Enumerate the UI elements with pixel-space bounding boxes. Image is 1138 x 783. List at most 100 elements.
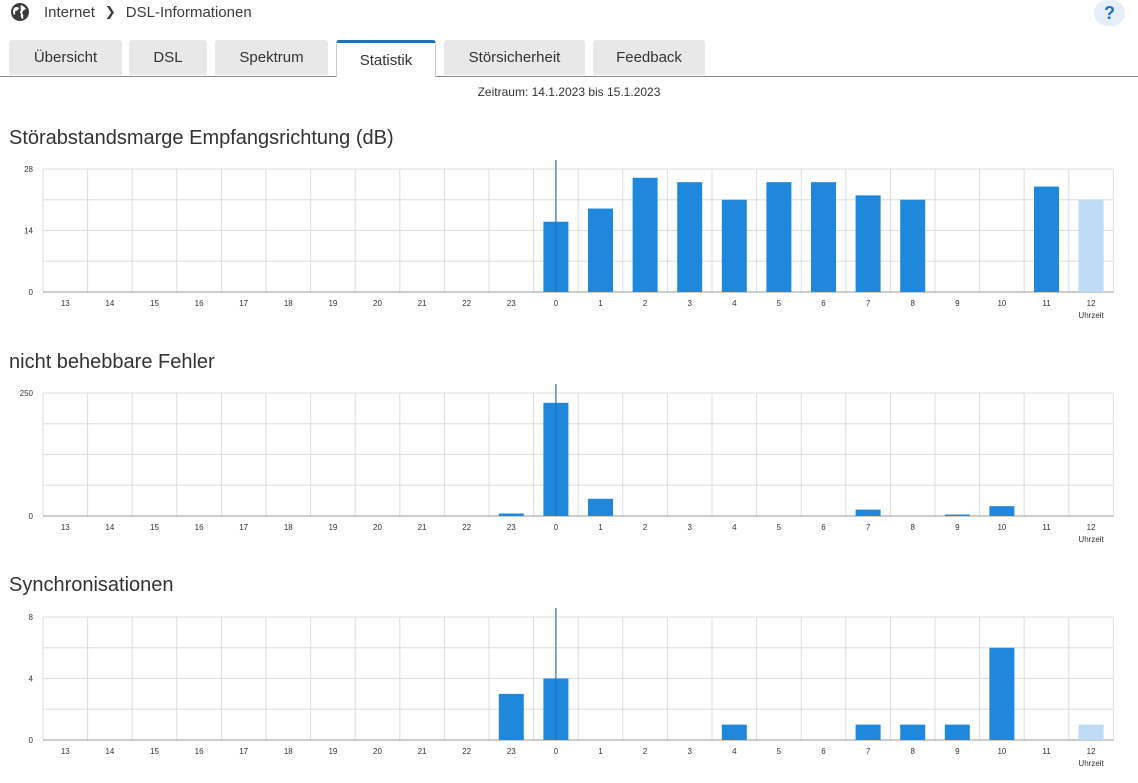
- x-tick-label: 23: [507, 523, 516, 532]
- bar: [721, 724, 747, 740]
- x-tick-label: 20: [373, 299, 382, 308]
- x-tick-label: 4: [732, 747, 737, 756]
- x-tick-label: 23: [507, 747, 516, 756]
- breadcrumb: Internet ❯ DSL-Informationen: [10, 0, 252, 24]
- x-tick-label: 15: [150, 747, 159, 756]
- bar: [989, 506, 1015, 516]
- chevron-right-icon: ❯: [104, 4, 116, 19]
- tab-spektrum[interactable]: Spektrum: [215, 40, 328, 75]
- x-axis-label: Uhrzeit: [1078, 311, 1104, 320]
- x-tick-label: 15: [150, 523, 159, 532]
- x-tick-label: 16: [195, 747, 204, 756]
- x-tick-label: 19: [328, 523, 337, 532]
- help-button[interactable]: ?: [1094, 0, 1125, 26]
- bar: [766, 182, 792, 292]
- x-tick-label: 6: [821, 747, 826, 756]
- chart-title-syncs: Synchronisationen: [9, 574, 174, 596]
- x-tick-label: 7: [866, 747, 871, 756]
- bar: [855, 724, 881, 740]
- x-tick-label: 8: [910, 747, 915, 756]
- bar: [944, 514, 970, 516]
- x-tick-label: 7: [866, 523, 871, 532]
- x-tick-label: 11: [1042, 299, 1051, 308]
- y-tick-label: 4: [29, 675, 34, 684]
- tab-bar: Übersicht DSL Spektrum Statistik Störsic…: [0, 40, 1138, 77]
- bar: [588, 208, 613, 292]
- x-tick-label: 14: [105, 523, 114, 532]
- x-axis-label: Uhrzeit: [1078, 759, 1104, 768]
- bar: [677, 182, 703, 292]
- x-tick-label: 23: [507, 299, 516, 308]
- bar: [721, 199, 747, 292]
- tab-statistik[interactable]: Statistik: [336, 40, 436, 77]
- x-tick-label: 2: [643, 299, 648, 308]
- x-tick-label: 12: [1087, 523, 1096, 532]
- breadcrumb-current: DSL-Informationen: [125, 3, 252, 21]
- x-tick-label: 17: [239, 523, 248, 532]
- tab-uebersicht[interactable]: Übersicht: [9, 40, 122, 75]
- x-tick-label: 3: [687, 299, 692, 308]
- x-tick-label: 1: [598, 747, 603, 756]
- x-tick-label: 21: [418, 299, 427, 308]
- x-tick-label: 20: [373, 523, 382, 532]
- x-tick-label: 19: [328, 299, 337, 308]
- x-tick-label: 5: [777, 747, 782, 756]
- x-tick-label: 4: [732, 299, 737, 308]
- x-tick-label: 11: [1042, 747, 1051, 756]
- y-tick-label: 250: [20, 389, 34, 398]
- tab-feedback[interactable]: Feedback: [593, 40, 705, 75]
- x-tick-label: 21: [418, 747, 427, 756]
- bar: [811, 182, 836, 292]
- x-tick-label: 13: [61, 747, 70, 756]
- bar: [1078, 199, 1104, 292]
- bar: [1034, 186, 1059, 292]
- globe-icon: [11, 3, 29, 21]
- x-tick-label: 9: [955, 299, 960, 308]
- x-tick-label: 17: [239, 747, 248, 756]
- x-tick-label: 21: [418, 523, 427, 532]
- bar: [498, 693, 524, 740]
- x-tick-label: 17: [239, 299, 248, 308]
- x-tick-label: 13: [61, 523, 70, 532]
- y-tick-label: 0: [29, 512, 34, 521]
- x-tick-label: 18: [284, 747, 293, 756]
- tab-dsl[interactable]: DSL: [129, 40, 207, 75]
- x-tick-label: 2: [643, 523, 648, 532]
- x-tick-label: 10: [997, 523, 1006, 532]
- x-tick-label: 22: [462, 523, 471, 532]
- x-tick-label: 20: [373, 747, 382, 756]
- x-tick-label: 15: [150, 299, 159, 308]
- x-tick-label: 9: [955, 523, 960, 532]
- x-tick-label: 8: [910, 299, 915, 308]
- x-tick-label: 11: [1042, 523, 1051, 532]
- chart-title-snr: Störabstandsmarge Empfangsrichtung (dB): [9, 127, 394, 149]
- bar: [498, 513, 524, 516]
- y-tick-label: 14: [24, 227, 33, 236]
- bar: [855, 509, 881, 516]
- x-tick-label: 0: [554, 747, 559, 756]
- bar: [900, 199, 926, 292]
- x-tick-label: 6: [821, 523, 826, 532]
- x-tick-label: 9: [955, 747, 960, 756]
- y-tick-label: 8: [29, 613, 34, 622]
- y-tick-label: 28: [24, 165, 33, 174]
- x-tick-label: 3: [687, 523, 692, 532]
- x-tick-label: 8: [910, 523, 915, 532]
- x-tick-label: 13: [61, 299, 70, 308]
- x-tick-label: 22: [462, 299, 471, 308]
- breadcrumb-root[interactable]: Internet: [44, 3, 95, 21]
- x-tick-label: 7: [866, 299, 871, 308]
- y-tick-label: 0: [29, 736, 34, 745]
- x-tick-label: 1: [598, 299, 603, 308]
- bar: [588, 498, 613, 516]
- x-tick-label: 16: [195, 523, 204, 532]
- period-label: Zeitraum: 14.1.2023 bis 15.1.2023: [477, 85, 661, 99]
- tab-stoersicherheit[interactable]: Störsicherheit: [444, 40, 585, 75]
- x-tick-label: 10: [997, 747, 1006, 756]
- x-tick-label: 10: [997, 299, 1006, 308]
- x-tick-label: 18: [284, 523, 293, 532]
- x-tick-label: 5: [777, 299, 782, 308]
- bar: [1078, 724, 1104, 740]
